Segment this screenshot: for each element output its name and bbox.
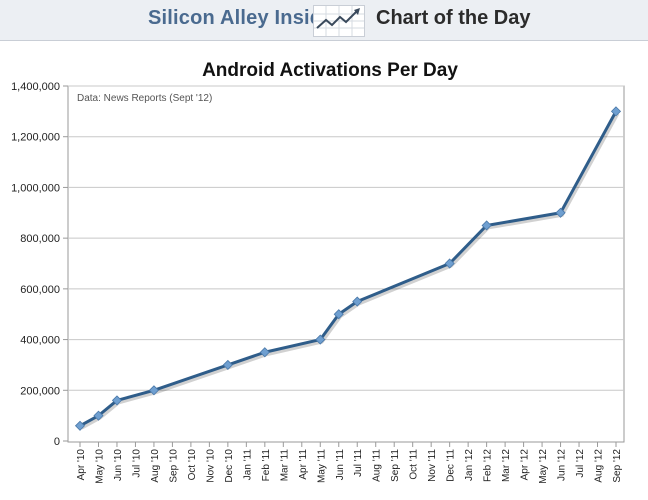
data-point [481,220,492,231]
data-point [315,334,326,345]
x-tick-label: Apr '10 [76,449,87,481]
data-point [259,347,270,358]
feature-title: Chart of the Day [376,7,531,29]
data-point [352,296,363,307]
y-tick-label: 200,000 [20,385,60,397]
x-tick-label: Sep '10 [168,449,179,483]
brand-name: Silicon Alley Insider [148,7,342,29]
y-tick-label: 400,000 [20,335,60,347]
data-point [610,106,622,117]
y-tick-label: 0 [54,436,60,448]
x-tick-label: Jul '11 [353,449,364,477]
x-tick-label: Nov '11 [427,449,438,482]
x-tick-label: Aug '10 [150,449,161,483]
x-tick-label: Sep '12 [612,449,623,483]
x-tick-label: May '10 [94,449,105,484]
x-tick-label: Sep '11 [390,449,401,482]
x-tick-label: Jul '10 [131,449,142,478]
y-tick-label: 800,000 [20,233,60,245]
x-tick-label: Feb '12 [483,449,494,482]
x-tick-label: Dec '11 [446,449,457,482]
x-tick-label: May '12 [538,449,549,484]
y-tick-label: 1,200,000 [11,132,60,144]
x-tick-label: Jan '12 [464,449,475,481]
y-tick-label: 1,400,000 [11,81,60,93]
x-tick-label: Feb '11 [261,449,272,482]
x-tick-label: Nov '10 [205,449,216,483]
x-tick-label: Mar '12 [501,449,512,482]
x-axis-ticks: Apr '10 May '10 Jun '10 Jul '10 Aug '10 Sep '… [76,442,623,484]
x-tick-label: Jun '10 [113,449,124,481]
chart-of-the-day-banner: Silicon Alley Insider Chart of the Day [0,0,648,41]
y-tick-label: 1,000,000 [11,182,60,194]
x-tick-label: Jul '12 [575,449,586,478]
x-tick-label: Oct '11 [409,449,420,480]
x-tick-label: Aug '12 [594,449,605,483]
trend-chart-icon [313,5,365,37]
data-point [111,395,123,406]
x-tick-label: Dec '10 [224,449,235,483]
data-point [93,410,104,421]
y-axis-ticks: 0 200,000 400,000 600,000 800,000 1,000,000 1,… [11,81,68,448]
x-tick-label: Aug '11 [372,449,383,482]
data-point [444,258,455,269]
y-tick-label: 600,000 [20,284,60,296]
x-tick-label: May '11 [316,449,327,483]
data-point [333,309,344,320]
data-point [555,207,566,218]
data-point [74,420,86,431]
x-tick-label: Apr '12 [520,449,531,481]
chart-title: Android Activations Per Day [202,60,458,81]
x-tick-label: Jan '11 [242,449,253,481]
data-source-note: Data: News Reports (Sept '12) [77,93,212,104]
x-tick-label: Apr '11 [298,449,309,480]
gridlines [68,85,624,391]
x-tick-label: Oct '10 [187,449,198,481]
data-point [148,385,159,396]
x-tick-label: Jun '11 [335,449,346,481]
plot-area [67,85,625,443]
x-tick-label: Mar '11 [279,449,290,482]
data-point [222,359,233,370]
x-tick-label: Jun '12 [557,449,568,481]
data-points [74,106,622,431]
